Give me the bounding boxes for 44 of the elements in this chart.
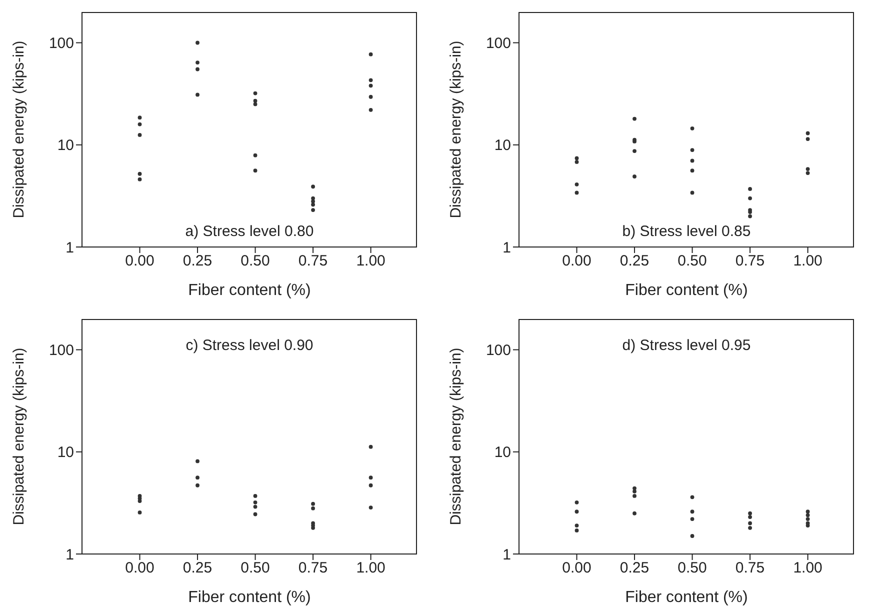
x-tick-label: 0.25 <box>620 560 650 577</box>
x-tick-label: 1.00 <box>793 560 822 577</box>
y-tick-label: 100 <box>48 342 74 360</box>
x-tick-label: 1.00 <box>356 560 386 577</box>
y-tick-label: 1 <box>502 239 511 256</box>
annotation: a) Stress level 0.80 <box>184 223 315 240</box>
x-axis-title: Fiber content (%) <box>188 589 311 606</box>
y-axis-title: Dissipated energy (kips-in) <box>10 348 28 526</box>
x-tick-label: 0.75 <box>735 560 765 577</box>
y-tick-label: 1 <box>66 239 74 256</box>
x-tick-label: 0.50 <box>678 252 707 270</box>
y-axis-title: Dissipated energy (kips-in) <box>447 40 464 218</box>
x-tick-label: 1.00 <box>356 252 386 270</box>
y-axis-title: Dissipated energy (kips-in) <box>447 348 464 526</box>
x-axis-title: Fiber content (%) <box>188 282 311 299</box>
y-tick-label: 10 <box>57 137 74 154</box>
annotation: d) Stress level 0.95 <box>621 337 752 354</box>
annotation: c) Stress level 0.90 <box>184 337 314 354</box>
x-tick-label: 1.00 <box>793 252 822 270</box>
y-tick-label: 100 <box>48 35 74 52</box>
y-tick-label: 100 <box>486 35 511 52</box>
x-tick-label: 0.50 <box>240 252 270 270</box>
y-axis-title: Dissipated energy (kips-in) <box>10 40 28 218</box>
annotation: b) Stress level 0.85 <box>621 223 752 240</box>
x-tick-label: 0.50 <box>240 560 270 577</box>
x-tick-label: 0.00 <box>125 560 154 577</box>
x-tick-label: 0.00 <box>125 252 154 270</box>
x-tick-label: 0.00 <box>562 252 592 270</box>
x-tick-label: 0.75 <box>298 252 328 270</box>
x-tick-label: 0.50 <box>678 560 707 577</box>
x-tick-label: 0.75 <box>298 560 328 577</box>
y-tick-label: 100 <box>486 342 511 360</box>
x-axis-title: Fiber content (%) <box>625 589 748 606</box>
x-tick-label: 0.25 <box>620 252 650 270</box>
x-axis-title: Fiber content (%) <box>625 282 748 299</box>
y-tick-label: 10 <box>494 444 511 462</box>
y-tick-label: 10 <box>494 137 511 154</box>
x-tick-label: 0.25 <box>182 252 212 270</box>
x-tick-label: 0.00 <box>562 560 592 577</box>
y-tick-label: 1 <box>502 546 511 564</box>
y-tick-label: 10 <box>57 444 74 462</box>
x-tick-label: 0.75 <box>735 252 765 270</box>
y-tick-label: 1 <box>66 546 74 564</box>
x-tick-label: 0.25 <box>182 560 212 577</box>
